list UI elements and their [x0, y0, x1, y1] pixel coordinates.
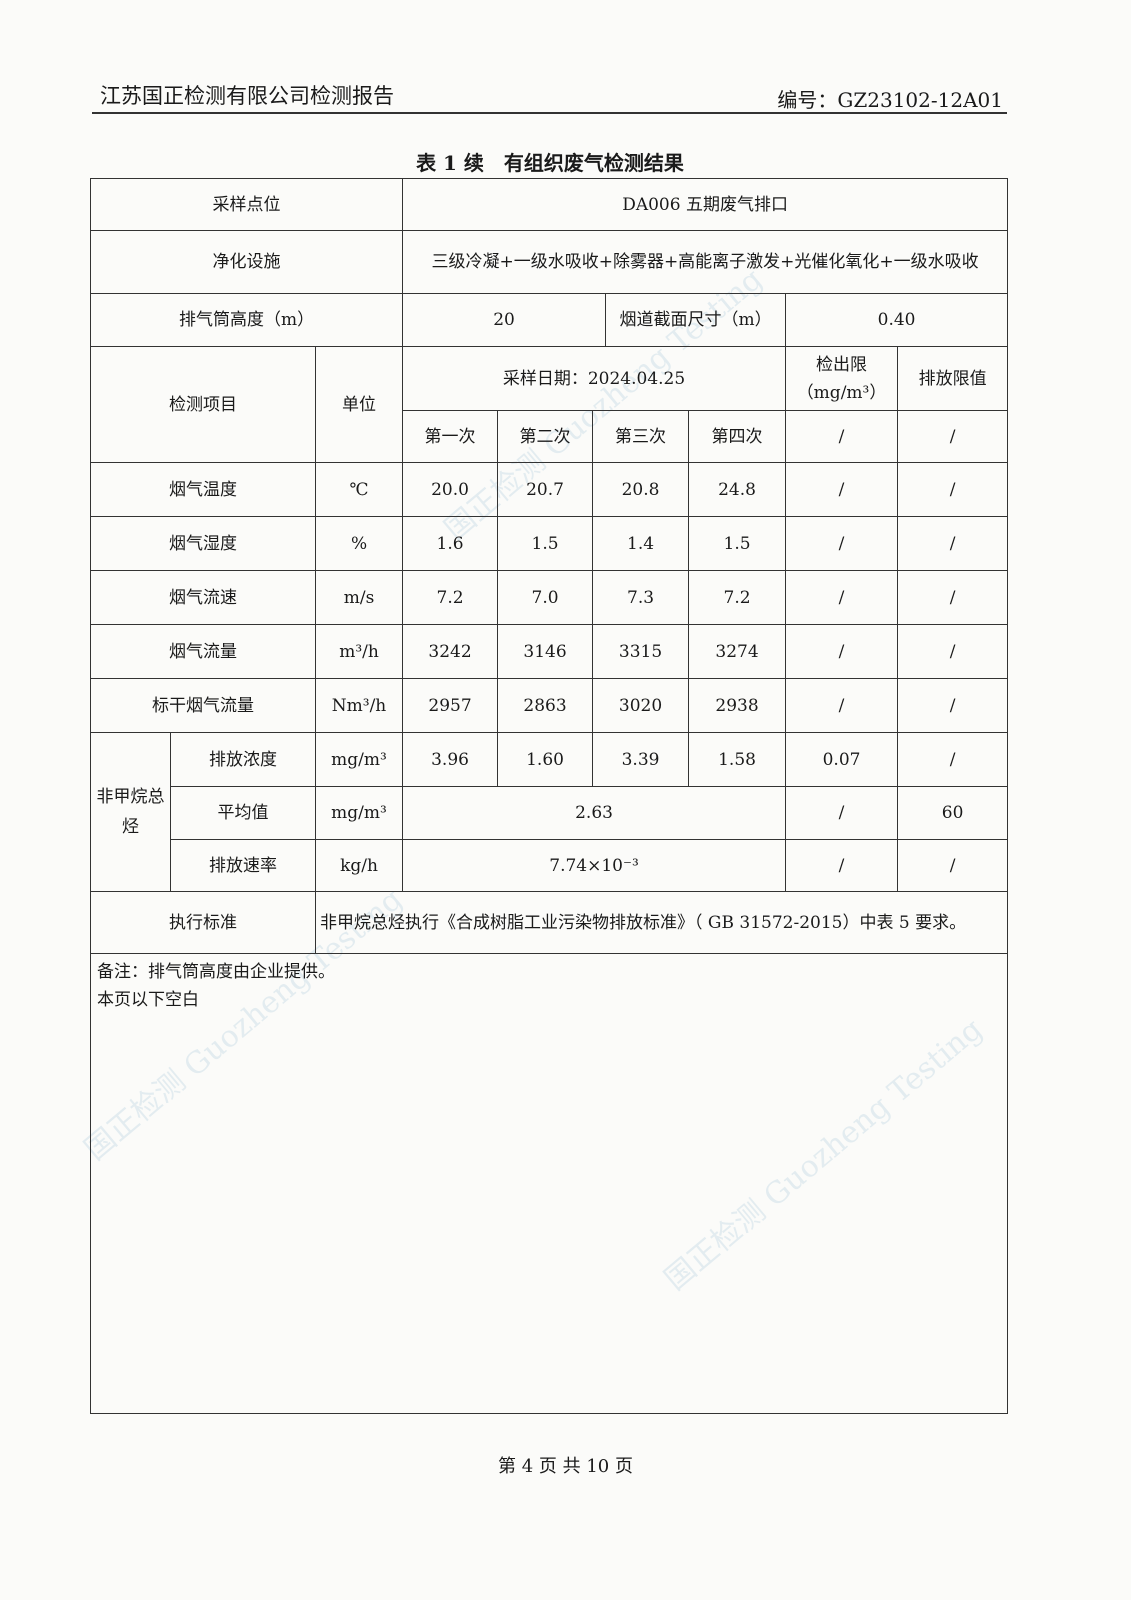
col-detection-limit: 检出限 （mg/m³）	[785, 346, 899, 411]
sampling-point: DA006 五期废气排口	[402, 178, 1009, 231]
values-cell: 7.2	[402, 570, 499, 625]
run-4: 第四次	[688, 410, 787, 463]
emission-limit: 60	[897, 786, 1009, 840]
value: 3.39	[592, 732, 690, 787]
table-row: 烟气湿度% 1.6 1.5 1.4 1.5//	[90, 516, 1009, 571]
values-cell: 3242	[402, 624, 499, 679]
run-2: 第二次	[497, 410, 594, 463]
values-cell: 7.0	[497, 570, 594, 625]
item-cell: 烟气湿度	[90, 516, 316, 571]
purification-label: 净化设施	[89, 230, 404, 294]
col-unit: 单位	[314, 346, 404, 463]
nmhc-conc-label: 排放浓度	[170, 732, 316, 787]
unit-cell: %	[314, 516, 404, 571]
dl-label: 检出限	[816, 354, 868, 375]
dl-unit: （mg/m³）	[796, 382, 887, 403]
table-title: 表 1 续 有组织废气检测结果	[416, 151, 684, 175]
value: 1.58	[688, 732, 787, 787]
el-slash: /	[897, 410, 1009, 463]
notes: 备注：排气筒高度由企业提供。 本页以下空白	[89, 953, 1009, 1414]
col-sampling-date: 采样日期：2024.04.25	[402, 346, 787, 411]
values-cell: 2938	[688, 678, 787, 733]
report-number: 编号：GZ23102-12A01	[777, 88, 1003, 112]
limit-cell: /	[897, 462, 1009, 517]
values-cell: 3274	[688, 624, 787, 679]
values-cell: 24.8	[688, 462, 787, 517]
header-divider	[92, 112, 1007, 114]
nmhc-name: 非甲烷总烃	[90, 732, 171, 892]
item-cell: 烟气温度	[90, 462, 316, 517]
limit-cell: /	[897, 516, 1009, 571]
unit-cell: m/s	[314, 570, 404, 625]
values-cell: 7.3	[592, 570, 690, 625]
limit-cell: /	[897, 570, 1009, 625]
standard-text: 非甲烷总烃执行《合成树脂工业污染物排放标准》（ GB 31572-2015）中表…	[314, 891, 1009, 954]
item-cell: 标干烟气流量	[90, 678, 316, 733]
company-header: 江苏国正检测有限公司检测报告	[100, 84, 394, 108]
item-cell: 烟气流速	[90, 570, 316, 625]
value: 3.96	[402, 732, 499, 787]
table-row: 烟气流速 m/s 7.2 7.0 7.3 7.2//	[90, 570, 1009, 625]
note-2: 本页以下空白	[97, 990, 199, 1010]
nmhc-rate-label: 排放速率	[170, 839, 316, 892]
stack-height: 20	[402, 293, 607, 347]
unit-cell: m³/h	[314, 624, 404, 679]
detection-limit: /	[785, 839, 899, 892]
dl-cell: /	[785, 678, 899, 733]
col-emission-limit: 排放限值	[897, 346, 1009, 411]
values-cell: 3146	[497, 624, 594, 679]
results-table: 采样点位 DA006 五期废气排口 净化设施 三级冷凝+一级水吸收+除雾器+高能离子…	[89, 178, 1009, 1414]
nmhc-avg-label: 平均值	[170, 786, 316, 840]
average-value: 2.63	[402, 786, 787, 840]
values-cell: 20.0	[402, 462, 499, 517]
emission-limit: /	[897, 732, 1009, 787]
values-cell: 1.6	[402, 516, 499, 571]
duct-size-label: 烟道截面尺寸（m）	[605, 293, 787, 347]
values-cell: 1.5	[497, 516, 594, 571]
detection-limit: /	[785, 786, 899, 840]
values-cell: 7.2	[688, 570, 787, 625]
page-footer: 第 4 页 共 10 页	[498, 1456, 633, 1477]
values-cell: 1.5	[688, 516, 787, 571]
emission-limit: /	[897, 839, 1009, 892]
duct-size: 0.40	[785, 293, 1009, 347]
values-cell: 1.4	[592, 516, 690, 571]
values-cell: 20.7	[497, 462, 594, 517]
dl-slash: /	[785, 410, 899, 463]
unit: kg/h	[314, 839, 404, 892]
item-cell: 烟气流量	[90, 624, 316, 679]
run-1: 第一次	[402, 410, 499, 463]
purification: 三级冷凝+一级水吸收+除雾器+高能离子激发+光催化氧化+一级水吸收	[402, 230, 1009, 294]
table-row: 标干烟气流量 Nm³/h 2957 2863 3020 2938//	[90, 678, 1009, 733]
note-1: 备注：排气筒高度由企业提供。	[97, 962, 335, 982]
unit: mg/m³	[314, 786, 404, 840]
table-row: 烟气流量 m³/h 3242 3146 3315 3274//	[90, 624, 1009, 679]
limit-cell: /	[897, 624, 1009, 679]
sampling-point-label: 采样点位	[89, 178, 404, 231]
unit-cell: ℃	[314, 462, 404, 517]
values-cell: 3020	[592, 678, 690, 733]
standard-label: 执行标准	[90, 891, 316, 954]
dl-cell: /	[785, 462, 899, 517]
values-cell: 2863	[497, 678, 594, 733]
table-row: 烟气温度 ℃ 20.0 20.7 20.8 24.8//	[90, 462, 1009, 517]
dl-cell: /	[785, 624, 899, 679]
col-item: 检测项目	[90, 346, 316, 463]
stack-height-label: 排气筒高度（m）	[89, 293, 404, 347]
dl-cell: /	[785, 570, 899, 625]
rate-value: 7.74×10⁻³	[402, 839, 787, 892]
run-3: 第三次	[592, 410, 690, 463]
detection-limit: 0.07	[785, 732, 899, 787]
values-cell: 20.8	[592, 462, 690, 517]
values-cell: 2957	[402, 678, 499, 733]
unit: mg/m³	[314, 732, 404, 787]
dl-cell: /	[785, 516, 899, 571]
unit-cell: Nm³/h	[314, 678, 404, 733]
values-cell: 3315	[592, 624, 690, 679]
value: 1.60	[497, 732, 594, 787]
limit-cell: /	[897, 678, 1009, 733]
